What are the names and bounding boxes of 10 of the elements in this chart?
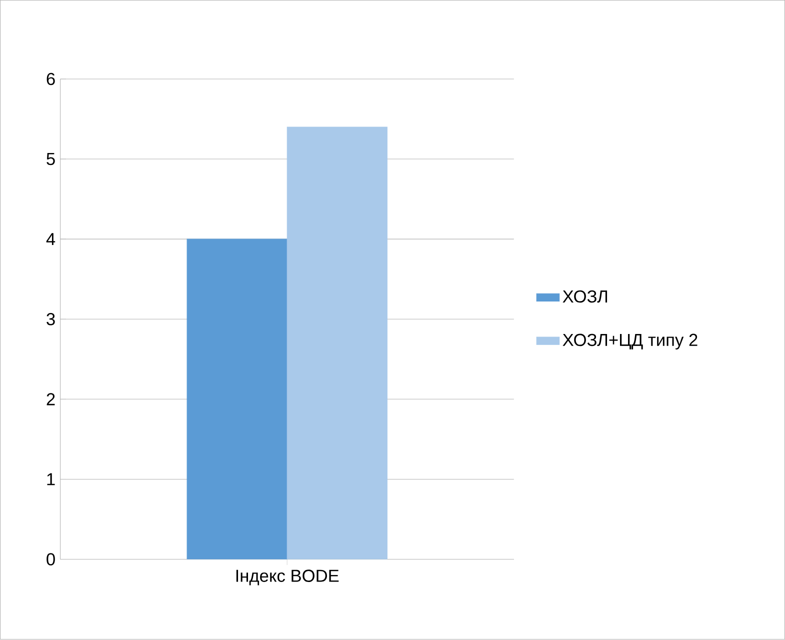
y-tick-label: 2 xyxy=(46,393,55,406)
y-tick-label: 0 xyxy=(46,553,55,566)
y-tick-label: 3 xyxy=(46,313,55,326)
y-tick-label: 4 xyxy=(46,233,56,246)
legend-label: ХОЗЛ+ЦД типу 2 xyxy=(562,334,698,350)
y-tick-label: 1 xyxy=(47,473,55,486)
legend-label: ХОЗЛ xyxy=(562,290,608,303)
x-tick-label: Індекс BODE xyxy=(236,570,339,586)
y-tick-label: 6 xyxy=(46,73,55,86)
y-tick-label: 5 xyxy=(46,153,55,166)
